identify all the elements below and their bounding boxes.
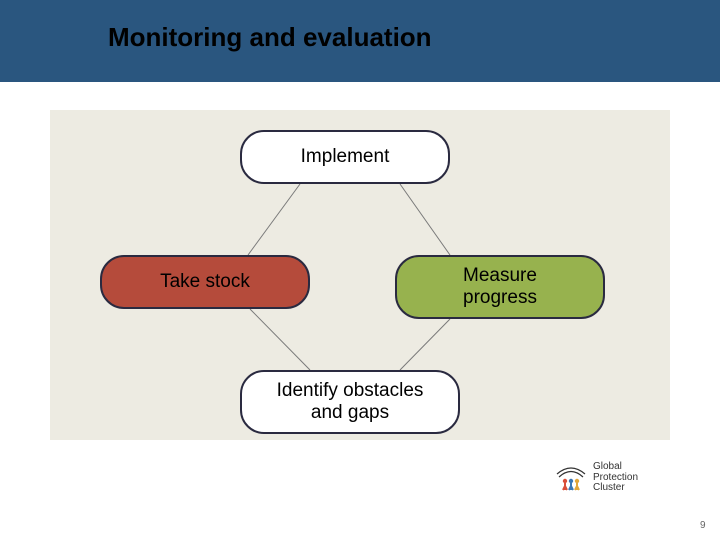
- node-take_stock: Take stock: [100, 255, 310, 309]
- logo-icon: [555, 460, 587, 496]
- page-number: 9: [700, 520, 706, 531]
- logo-text: Global Protection Cluster: [593, 462, 638, 494]
- logo-line3: Cluster: [593, 483, 638, 494]
- node-identify: Identify obstacles and gaps: [240, 370, 460, 434]
- node-measure: Measure progress: [395, 255, 605, 319]
- page-title: Monitoring and evaluation: [108, 22, 432, 53]
- logo: Global Protection Cluster: [555, 460, 638, 496]
- node-implement: Implement: [240, 130, 450, 184]
- slide: Monitoring and evaluation Implement Take …: [0, 0, 720, 540]
